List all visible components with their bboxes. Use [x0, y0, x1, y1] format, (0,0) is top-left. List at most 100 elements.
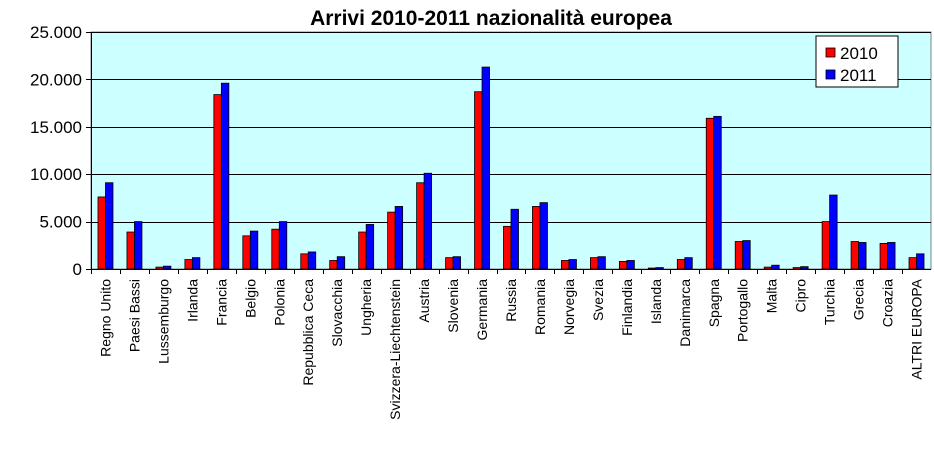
bar-2010: Slovacchia 2010: 900 — [329, 260, 338, 270]
bar-2011: Romania 2011: 7000 — [539, 202, 548, 270]
bar-2010: Repubblica Ceca 2010: 1600 — [300, 253, 309, 270]
x-tick-label: Repubblica Ceca — [300, 279, 316, 386]
x-tick-label: Norvegia — [561, 279, 577, 335]
x-tick-label: Regno Unito — [97, 279, 113, 357]
bar-2011: Slovenia 2011: 1300 — [452, 256, 461, 270]
bar-2011: Svizzera-Liechtenstein 2011: 6600 — [394, 206, 404, 270]
bar-2010: Norvegia 2010: 900 — [561, 260, 570, 270]
bar-2011: Regno Unito 2011: 9100 — [105, 182, 114, 270]
y-tick-label: 25.000 — [30, 23, 82, 42]
x-tick-label: Slovenia — [445, 279, 461, 333]
legend-swatch-2011 — [825, 69, 836, 80]
bar-2011: ALTRI EUROPA 2011: 1600 — [916, 253, 925, 270]
bar-2010: Slovenia 2010: 1200 — [445, 257, 454, 270]
x-tick-label: Svezia — [590, 279, 606, 321]
bar-2010: Cipro 2010: 150 — [792, 267, 802, 270]
bar-2010: Romania 2010: 6600 — [532, 206, 541, 270]
x-tick-label: Germania — [474, 279, 490, 341]
bar-2011: Germania 2011: 21300 — [481, 66, 490, 270]
bar-2010: Danimarca 2010: 1000 — [676, 259, 686, 270]
bar-2010: Paesi Bassi 2010: 3900 — [126, 231, 135, 270]
bar-2011: Cipro 2011: 250 — [800, 266, 809, 270]
x-tick-label: Francia — [213, 279, 229, 326]
bar-2010: Austria 2010: 9100 — [416, 182, 425, 270]
y-tick-label: 10.000 — [30, 165, 82, 184]
bar-2011: Russia 2011: 6300 — [510, 208, 519, 270]
bar-2011: Slovacchia 2011: 1300 — [336, 256, 346, 270]
chart-title: Arrivi 2010-2011 nazionalità europea — [310, 7, 672, 30]
bar-2010: ALTRI EUROPA 2010: 1200 — [908, 257, 917, 270]
bar-2010: Polonia 2010: 4200 — [271, 228, 280, 270]
bar-2011: Malta 2011: 400 — [771, 264, 780, 270]
y-tick-label: 20.000 — [30, 70, 82, 89]
bar-2011: Francia 2011: 19600 — [220, 82, 230, 270]
x-tick-label: Croazia — [880, 279, 896, 327]
x-tick-label: ALTRI EUROPA — [909, 278, 925, 379]
x-tick-label: Slovacchia — [329, 279, 345, 347]
bar-2011: Austria 2011: 10100 — [423, 172, 433, 270]
x-tick-label: Polonia — [271, 279, 287, 326]
bar-2010: Svezia 2010: 1200 — [589, 257, 599, 270]
x-tick-label: Irlanda — [184, 279, 200, 322]
legend: 2010 2011 — [815, 35, 899, 88]
y-tick-label: 5.000 — [39, 213, 82, 232]
x-tick-label: Ungheria — [358, 279, 374, 336]
bar-2011: Islanda 2011: 150 — [655, 267, 664, 270]
bar-2011: Norvegia 2011: 1000 — [568, 259, 577, 270]
bar-2010: Lussemburgo 2010: 200 — [155, 266, 164, 270]
bar-2010: Portogallo 2010: 2900 — [734, 241, 744, 270]
bar-2011: Repubblica Ceca 2011: 1800 — [307, 251, 317, 270]
x-tick-label: Lussemburgo — [155, 279, 171, 364]
bar-2011: Danimarca 2011: 1200 — [684, 257, 693, 270]
bar-2011: Croazia 2011: 2800 — [887, 242, 896, 270]
bar-2010: Svizzera-Liechtenstein 2010: 6000 — [387, 211, 396, 270]
bar-2010: Ungheria 2010: 3900 — [358, 231, 367, 270]
y-tick-label: 0 — [73, 260, 82, 279]
bar-2011: Finlandia 2011: 900 — [626, 260, 635, 270]
bar-2011: Paesi Bassi 2011: 5000 — [134, 221, 143, 270]
bar-2011: Grecia 2011: 2800 — [858, 242, 867, 270]
x-tick-label: Grecia — [851, 279, 867, 320]
x-tick-label: Finlandia — [619, 279, 635, 336]
bar-2010: Grecia 2010: 2900 — [850, 241, 859, 270]
bar-2010: Finlandia 2010: 800 — [618, 261, 628, 270]
bar-2010: Belgio 2010: 3500 — [242, 235, 251, 270]
bar-2011: Ungheria 2011: 4700 — [365, 224, 375, 270]
bar-2010: Spagna 2010: 15900 — [705, 117, 715, 270]
bar-2010: Francia 2010: 18400 — [213, 94, 222, 270]
bar-2011: Polonia 2011: 5000 — [278, 221, 288, 270]
bar-2011: Portogallo 2011: 3000 — [742, 240, 751, 270]
legend-swatch-2010 — [825, 47, 836, 58]
x-tick-label: Turchia — [822, 279, 838, 325]
x-tick-label: Portogallo — [735, 279, 751, 342]
x-tick-label: Russia — [503, 279, 519, 322]
bar-2010: Russia 2010: 4500 — [503, 225, 512, 270]
bar-2010: Regno Unito 2010: 7600 — [97, 196, 106, 270]
bar-2010: Turchia 2010: 5000 — [821, 221, 831, 270]
bar-2010: Malta 2010: 200 — [763, 266, 773, 270]
bar-2011: Irlanda 2011: 1200 — [191, 257, 201, 270]
bar-2010: Croazia 2010: 2700 — [879, 243, 888, 270]
x-tick-label: Malta — [764, 279, 780, 313]
bar-2010: Germania 2010: 18700 — [474, 91, 483, 270]
x-tick-label: Cipro — [793, 279, 809, 313]
x-tick-label: Danimarca — [677, 279, 693, 347]
x-tick-label: Paesi Bassi — [126, 279, 142, 352]
legend-label-2010: 2010 — [840, 44, 878, 63]
x-tick-label: Austria — [416, 279, 432, 323]
x-tick-label: Romania — [532, 279, 548, 335]
y-tick-label: 15.000 — [30, 118, 82, 137]
legend-label-2011: 2011 — [840, 66, 877, 85]
x-tick-label: Belgio — [242, 279, 258, 318]
bar-2011: Belgio 2011: 4000 — [249, 230, 259, 270]
bar-2011: Spagna 2011: 16100 — [713, 115, 722, 270]
bar-2010: Islanda 2010: 100 — [647, 267, 657, 270]
bar-2011: Lussemburgo 2011: 300 — [163, 265, 172, 270]
x-tick-label: Svizzera-Liechtenstein — [387, 279, 403, 420]
x-tick-label: Islanda — [648, 279, 664, 324]
x-tick-label: Spagna — [706, 279, 722, 327]
bar-2011: Svezia 2011: 1300 — [597, 256, 606, 270]
bar-2010: Irlanda 2010: 1000 — [184, 259, 193, 270]
